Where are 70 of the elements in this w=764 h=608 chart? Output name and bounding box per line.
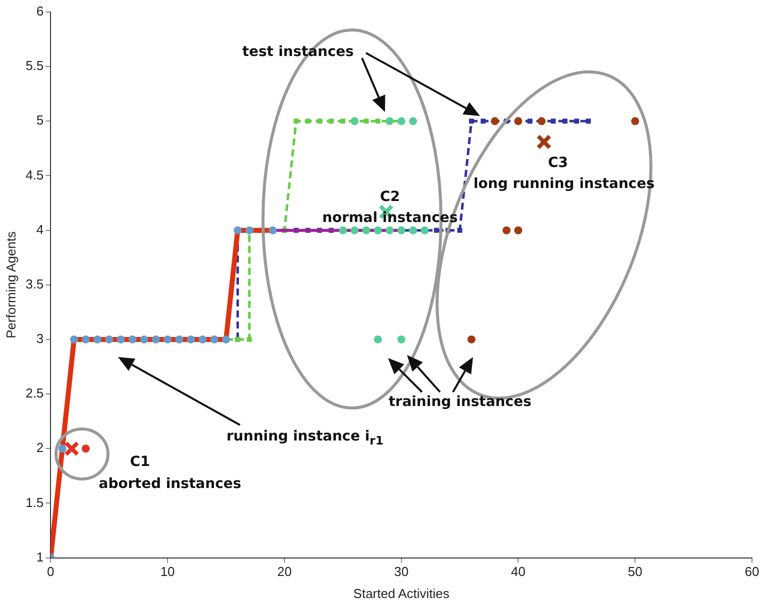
x-tick-label: 40 (510, 564, 526, 580)
x-tick-label: 50 (628, 564, 642, 580)
point (375, 118, 380, 124)
point (294, 118, 299, 124)
y-tick-label: 2.5 (26, 386, 44, 401)
point (574, 118, 580, 124)
y-tick-label: 4.5 (26, 167, 44, 182)
y-axis-title: Performing Agents (3, 230, 18, 338)
x-axis-title: Started Activities (353, 586, 450, 601)
x-tick-label: 0 (47, 564, 54, 580)
y-tick-label: 5.5 (26, 58, 44, 74)
point (317, 118, 322, 124)
point (340, 118, 346, 124)
point (116, 335, 125, 344)
annotation: C3 (548, 155, 568, 171)
point (468, 118, 474, 124)
point (246, 337, 252, 342)
point (186, 335, 195, 344)
point (536, 134, 552, 150)
y-tick-label: 2 (36, 440, 44, 456)
point (164, 335, 172, 344)
point (198, 335, 207, 344)
point (105, 335, 114, 344)
annotation: test instances (242, 44, 354, 60)
point (128, 335, 136, 344)
x-tick-label: 20 (277, 564, 292, 580)
point (58, 444, 66, 453)
x-tick-label: 10 (160, 564, 175, 580)
annotation: normal instances (322, 210, 458, 226)
annotation: running instance i$_{r1}$ (226, 428, 384, 448)
y-tick-label: 5 (36, 112, 44, 128)
point (502, 226, 511, 234)
y-tick-label: 3.5 (26, 276, 44, 292)
point (82, 444, 90, 453)
point (364, 118, 369, 124)
point (527, 118, 532, 124)
point (467, 335, 476, 344)
y-tick-label: 6 (36, 4, 44, 19)
y-tick-label: 1 (36, 549, 44, 564)
y-tick-label: 4 (36, 222, 44, 237)
annotation: training instances (388, 394, 532, 410)
point (480, 118, 486, 124)
point (457, 228, 462, 233)
point (82, 335, 90, 344)
point (93, 335, 102, 344)
point (562, 118, 568, 124)
annotation: C1 (130, 454, 150, 470)
point (70, 335, 78, 344)
point (374, 335, 382, 344)
point (305, 118, 310, 124)
point (550, 118, 556, 124)
point (140, 335, 148, 344)
x-tick-label: 30 (394, 564, 409, 580)
point (152, 335, 160, 344)
y-tick-label: 3 (36, 331, 44, 346)
point (409, 117, 418, 126)
x-tick-label: 60 (744, 564, 760, 580)
annotation: long running instances (473, 176, 655, 192)
annotation: aborted instances (98, 476, 242, 492)
point (434, 228, 439, 233)
point (328, 118, 334, 124)
point (631, 117, 640, 126)
point (210, 335, 218, 344)
annotation: C2 (380, 189, 400, 205)
point (175, 335, 184, 344)
point (397, 335, 406, 344)
point (514, 226, 522, 234)
y-tick-label: 1.5 (26, 494, 44, 510)
point (64, 440, 80, 456)
point (586, 118, 591, 124)
